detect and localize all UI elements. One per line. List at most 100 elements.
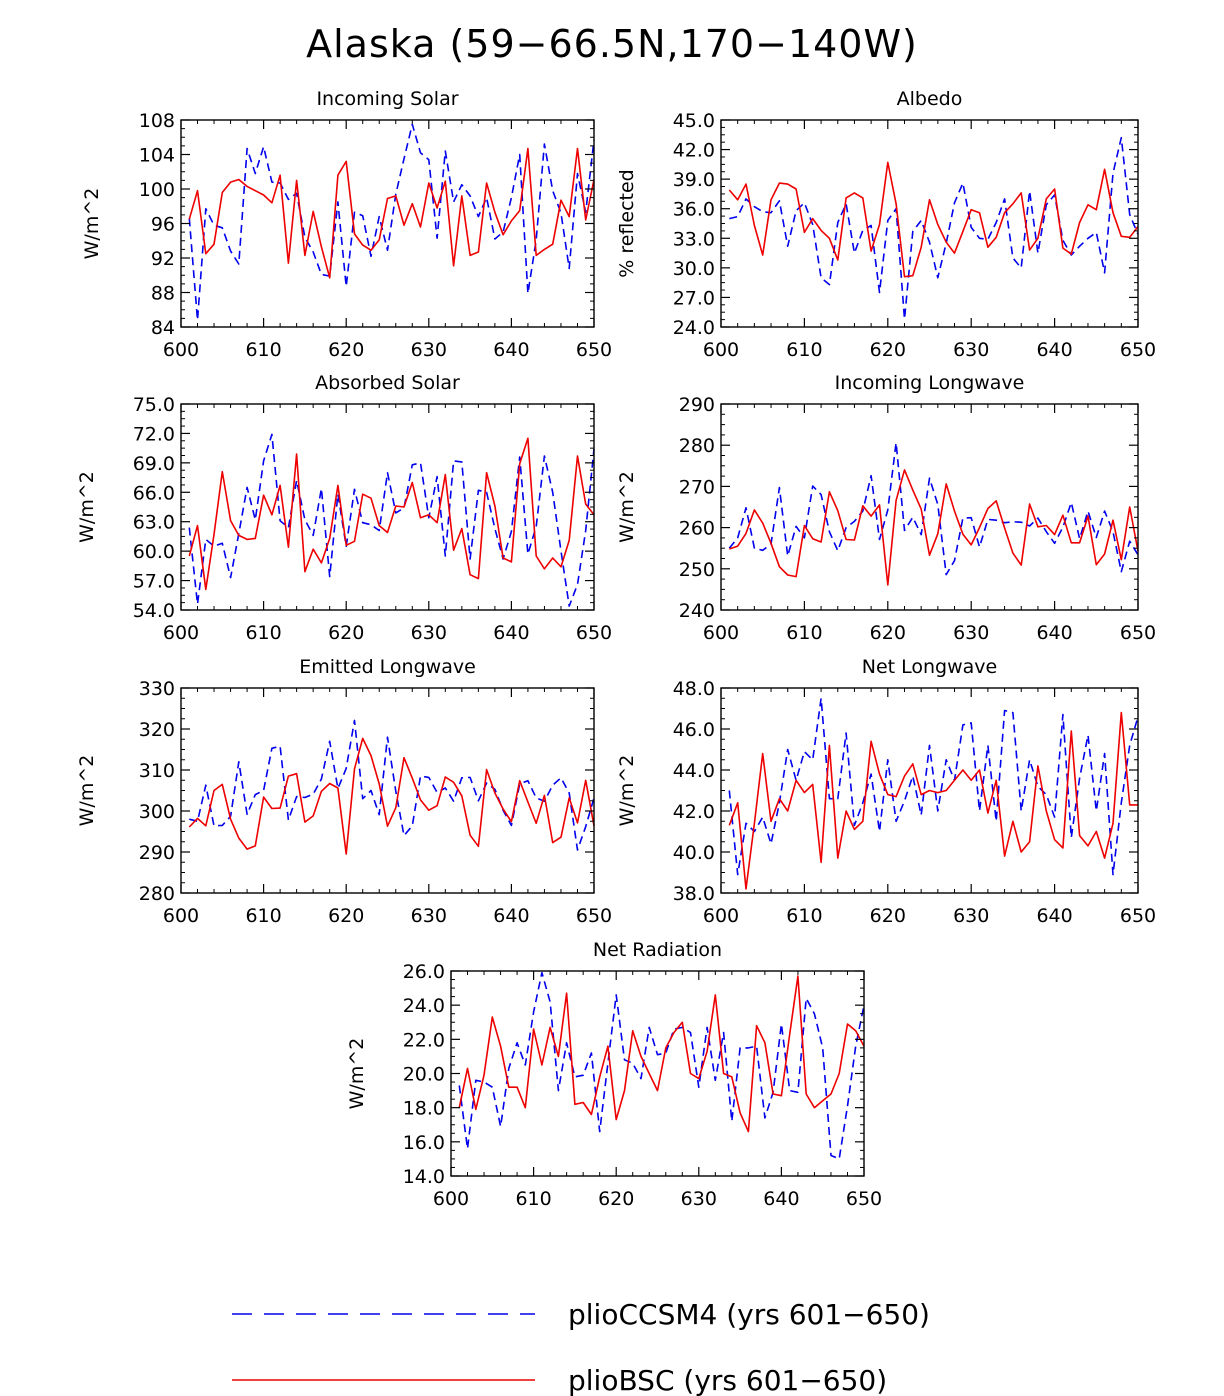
legend-label-ccsm4: plioCCSM4 (yrs 601−650)	[568, 1298, 930, 1331]
y-tick-label: 108	[139, 110, 175, 132]
x-tick-label: 630	[411, 339, 447, 361]
series-line-plioBSC	[728, 711, 1138, 890]
x-tick-label: 610	[245, 622, 281, 644]
series-line-pliocCSM4	[728, 441, 1139, 576]
y-tick-label: 270	[679, 476, 715, 498]
y-tick-label: 54.0	[133, 600, 175, 622]
x-tick-label: 630	[953, 622, 989, 644]
y-tick-label: 26.0	[403, 961, 445, 983]
panel-incoming-longwave: 600 610 620 630 640 650 240 250 260 270 280 290 Inco…	[616, 372, 1156, 644]
y-tick-label: 96	[151, 214, 175, 236]
y-tick-label: 250	[679, 559, 715, 581]
y-axis-label: W/m^2	[81, 188, 103, 260]
panel-net-longwave: 600 610 620 630 640 650 38.0 40.0 42.0 44.0 46.0 48…	[616, 656, 1156, 927]
panel-absorbed-solar: 600 610 620 630 640 650 54.0 57.0 60.0 63.0 66.0 69…	[76, 372, 612, 644]
chart-title: Incoming Longwave	[835, 372, 1025, 394]
y-tick-label: 88	[151, 283, 175, 305]
y-tick-label: 42.0	[673, 801, 715, 823]
chart-title: Albedo	[897, 88, 963, 110]
x-tick-label: 630	[953, 339, 989, 361]
x-tick-label: 650	[1120, 905, 1156, 927]
y-tick-label: 75.0	[133, 394, 175, 416]
y-tick-label: 92	[151, 248, 175, 270]
y-tick-label: 330	[139, 678, 175, 700]
y-tick-label: 300	[139, 801, 175, 823]
chart-title: Incoming Solar	[316, 88, 458, 110]
chart-title: Emitted Longwave	[299, 656, 476, 678]
y-tick-label: 36.0	[673, 199, 715, 221]
x-tick-label: 600	[703, 622, 739, 644]
series-line-pliocCSM4	[458, 971, 865, 1160]
x-tick-label: 640	[1036, 622, 1072, 644]
x-tick-label: 630	[411, 905, 447, 927]
y-tick-label: 290	[139, 842, 175, 864]
x-tick-label: 630	[411, 622, 447, 644]
y-axis-label: W/m^2	[346, 1038, 368, 1110]
x-tick-label: 640	[1036, 905, 1072, 927]
series-line-plioBSC	[728, 161, 1139, 278]
y-tick-label: 84	[151, 317, 175, 339]
x-tick-label: 620	[328, 622, 364, 644]
x-tick-label: 620	[328, 905, 364, 927]
y-tick-label: 44.0	[673, 760, 715, 782]
y-tick-label: 48.0	[673, 678, 715, 700]
x-tick-label: 620	[870, 905, 906, 927]
x-tick-label: 650	[1120, 622, 1156, 644]
y-tick-label: 240	[679, 600, 715, 622]
y-tick-label: 66.0	[133, 482, 175, 504]
x-tick-label: 610	[786, 622, 822, 644]
x-tick-label: 600	[703, 339, 739, 361]
plot-frame	[180, 119, 595, 328]
y-tick-label: 260	[679, 518, 715, 540]
x-tick-label: 600	[163, 339, 199, 361]
panel-net-radiation: 600 610 620 630 640 650 14.0 16.0 18.0 20.0 22.0 24…	[346, 939, 882, 1210]
x-tick-label: 650	[846, 1188, 882, 1210]
y-tick-label: 280	[679, 435, 715, 457]
x-tick-label: 610	[515, 1188, 551, 1210]
plot-frame	[450, 970, 865, 1177]
panel-emitted-longwave: 600 610 620 630 640 650 280 290 300 310 320 330 Emit…	[76, 656, 612, 927]
x-tick-label: 640	[493, 622, 529, 644]
y-tick-label: 16.0	[403, 1132, 445, 1154]
y-axis-label: W/m^2	[616, 755, 638, 827]
series-line-pliocCSM4	[189, 719, 595, 851]
x-tick-label: 650	[576, 622, 612, 644]
legend: plioCCSM4 (yrs 601−650) plioBSC (yrs 601…	[232, 1298, 930, 1396]
y-tick-label: 57.0	[133, 571, 175, 593]
series-line-pliocCSM4	[188, 433, 595, 607]
x-tick-label: 620	[870, 622, 906, 644]
x-tick-label: 600	[163, 622, 199, 644]
x-tick-label: 620	[328, 339, 364, 361]
series-line-plioBSC	[188, 737, 595, 855]
x-tick-label: 600	[703, 905, 739, 927]
y-tick-label: 24.0	[673, 317, 715, 339]
y-tick-label: 22.0	[403, 1029, 445, 1051]
y-tick-label: 14.0	[403, 1166, 445, 1188]
y-tick-label: 42.0	[673, 140, 715, 162]
plot-frame	[720, 403, 1139, 611]
series-line-plioBSC	[458, 975, 865, 1133]
legend-label-bsc: plioBSC (yrs 601−650)	[568, 1364, 887, 1396]
x-tick-label: 640	[493, 905, 529, 927]
y-tick-label: 45.0	[673, 110, 715, 132]
x-tick-label: 630	[953, 905, 989, 927]
y-tick-label: 280	[139, 883, 175, 905]
x-tick-label: 620	[870, 339, 906, 361]
y-tick-label: 100	[139, 179, 175, 201]
x-tick-label: 610	[786, 339, 822, 361]
series-line-plioBSC	[729, 469, 1139, 586]
chart-title: Net Radiation	[593, 939, 722, 961]
y-tick-label: 104	[139, 145, 175, 167]
y-axis-label: W/m^2	[76, 471, 98, 543]
x-tick-label: 650	[576, 905, 612, 927]
y-tick-label: 24.0	[403, 995, 445, 1017]
y-tick-label: 69.0	[133, 453, 175, 475]
x-tick-label: 640	[1036, 339, 1072, 361]
panel-albedo: 600 610 620 630 640 650 24.0 27.0 30.0 33.0 36.0 39…	[616, 88, 1156, 361]
x-tick-label: 610	[245, 905, 281, 927]
y-tick-label: 39.0	[673, 169, 715, 191]
y-axis-label: W/m^2	[616, 471, 638, 543]
y-tick-label: 320	[139, 719, 175, 741]
y-tick-label: 63.0	[133, 512, 175, 534]
chart-title: Absorbed Solar	[315, 372, 460, 394]
